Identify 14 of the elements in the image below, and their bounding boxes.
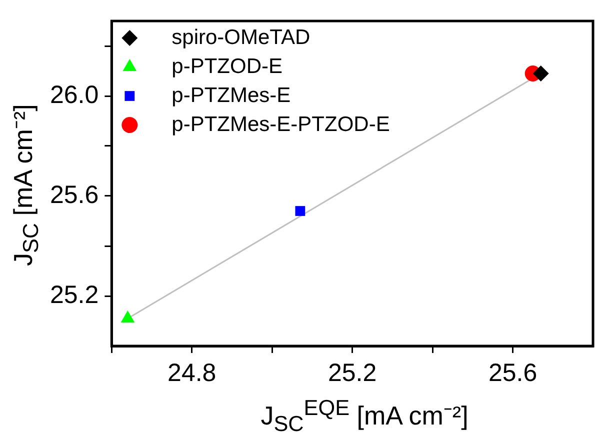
y-tick-label: 26.0 — [50, 80, 99, 109]
y-tick-label: 25.6 — [50, 180, 99, 209]
x-tick-label: 25.6 — [488, 358, 538, 387]
y-tick-label: 25.2 — [50, 280, 99, 309]
legend-label: p-PTZMes-E-PTZOD-E — [172, 112, 390, 136]
point — [532, 66, 549, 82]
point — [120, 310, 135, 322]
x-tick-label: 24.8 — [168, 358, 216, 387]
legend-label: p-PTZOD-E — [172, 54, 282, 78]
legend-label: p-PTZMes-E — [172, 84, 291, 107]
x-tick-label: 25.2 — [328, 358, 377, 387]
legend-label: spiro-OMeTAD — [172, 26, 310, 49]
point — [295, 206, 306, 216]
x-axis-title: J$_{SC}$$^{EQE}$ [mA cm⁻²] — [260, 395, 470, 437]
